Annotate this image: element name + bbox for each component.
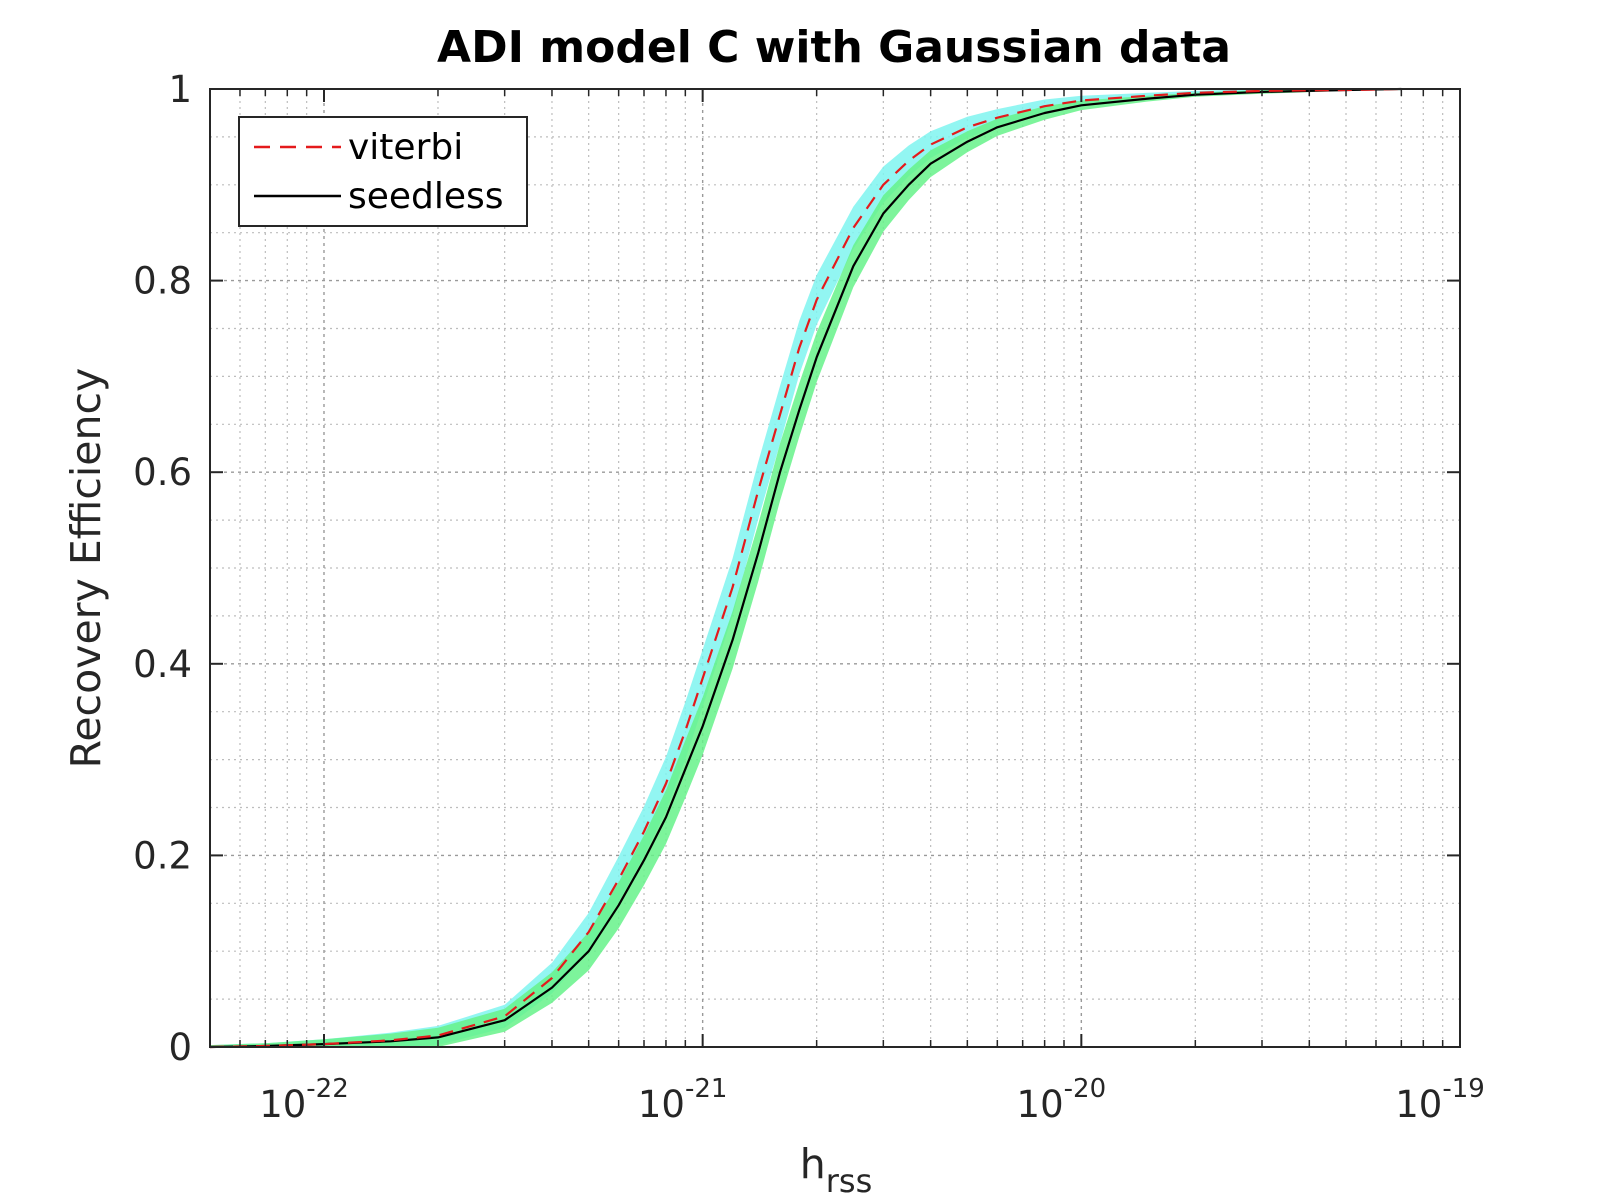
x-tick-label: 10-21 <box>638 1074 728 1126</box>
legend-label-viterbi: viterbi <box>348 127 463 168</box>
x-tick-label-base: 10 <box>259 1083 306 1126</box>
y-tick-label: 0.8 <box>133 260 192 303</box>
x-tick-label-exponent: -19 <box>1442 1074 1484 1104</box>
x-tick-label-base: 10 <box>638 1083 685 1126</box>
y-axis-label: Recovery Efficiency <box>62 368 110 769</box>
x-tick-label: 10-20 <box>1017 1074 1107 1126</box>
x-tick-label-exponent: -22 <box>306 1074 348 1104</box>
x-tick-label-exponent: -21 <box>685 1074 727 1104</box>
y-tick-label: 0.2 <box>133 834 192 877</box>
x-tick-label-exponent: -20 <box>1064 1074 1106 1104</box>
series-line-seedless <box>209 87 1402 1049</box>
series-lines <box>209 87 1402 1049</box>
x-axis-label: hrss <box>800 1140 873 1200</box>
x-tick-label: 10-19 <box>1395 1074 1485 1126</box>
minor-grid <box>210 89 1460 1047</box>
y-tick-label: 0.4 <box>133 643 192 686</box>
legend: viterbi seedless <box>238 116 528 227</box>
y-tick-label: 0.6 <box>133 451 192 494</box>
x-axis-label-base: h <box>800 1140 826 1188</box>
plot-frame <box>209 88 1461 1048</box>
axis-ticks <box>210 88 1461 1048</box>
chart-title: ADI model C with Gaussian data <box>437 22 1231 73</box>
legend-label-seedless: seedless <box>348 176 504 217</box>
y-tick-labels: 0 0.2 0.4 0.6 0.8 1 <box>133 68 192 1069</box>
y-tick-label: 0 <box>168 1026 192 1069</box>
x-tick-label-base: 10 <box>1017 1083 1064 1126</box>
series-line-viterbi <box>209 87 1402 1049</box>
y-tick-label: 1 <box>168 68 192 111</box>
x-tick-labels: 10-22 10-21 10-20 10-19 <box>259 1074 1485 1126</box>
x-tick-label-base: 10 <box>1395 1083 1442 1126</box>
legend-box <box>238 116 528 227</box>
x-tick-label: 10-22 <box>259 1074 349 1126</box>
x-axis-label-subscript: rss <box>826 1162 873 1200</box>
